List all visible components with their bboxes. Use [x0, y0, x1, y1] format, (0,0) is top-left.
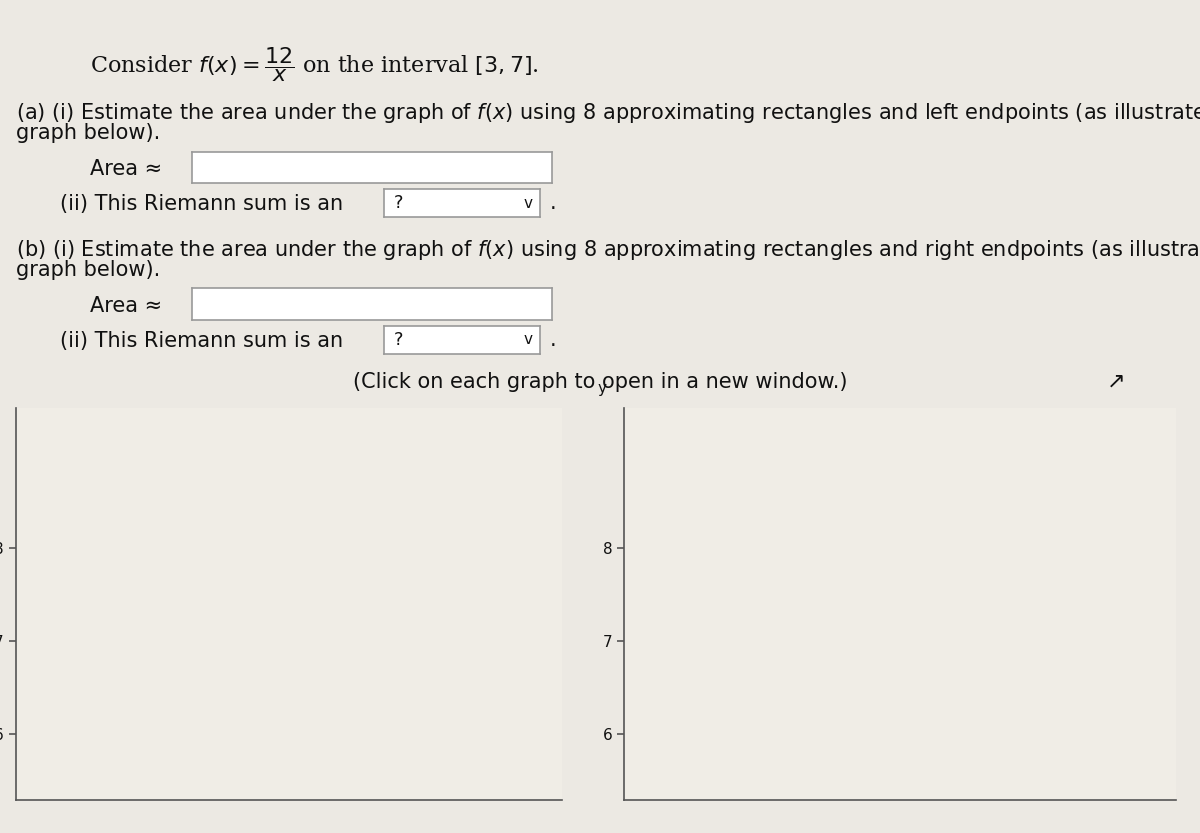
- Text: ↗: ↗: [1106, 372, 1126, 392]
- Y-axis label: y: y: [598, 382, 606, 397]
- Text: (ii) This Riemann sum is an: (ii) This Riemann sum is an: [60, 331, 343, 351]
- Text: (a) (i) Estimate the area under the graph of $f(x)$ using 8 approximating rectan: (a) (i) Estimate the area under the grap…: [16, 102, 1200, 125]
- Text: graph below).: graph below).: [16, 260, 160, 280]
- Text: ?: ?: [394, 331, 403, 349]
- Text: Area ≈: Area ≈: [90, 159, 162, 179]
- Text: (b) (i) Estimate the area under the graph of $f(x)$ using 8 approximating rectan: (b) (i) Estimate the area under the grap…: [16, 238, 1200, 262]
- Text: ?: ?: [394, 194, 403, 212]
- Text: v: v: [523, 332, 533, 347]
- Text: (ii) This Riemann sum is an: (ii) This Riemann sum is an: [60, 194, 343, 214]
- Text: graph below).: graph below).: [16, 123, 160, 143]
- Text: v: v: [523, 196, 533, 211]
- Text: (Click on each graph to open in a new window.): (Click on each graph to open in a new wi…: [353, 372, 847, 392]
- Text: .: .: [550, 330, 557, 350]
- Text: .: .: [550, 193, 557, 213]
- Text: Consider $f(x) = \dfrac{12}{x}$ on the interval $[3, 7]$.: Consider $f(x) = \dfrac{12}{x}$ on the i…: [90, 46, 539, 84]
- Text: Area ≈: Area ≈: [90, 296, 162, 316]
